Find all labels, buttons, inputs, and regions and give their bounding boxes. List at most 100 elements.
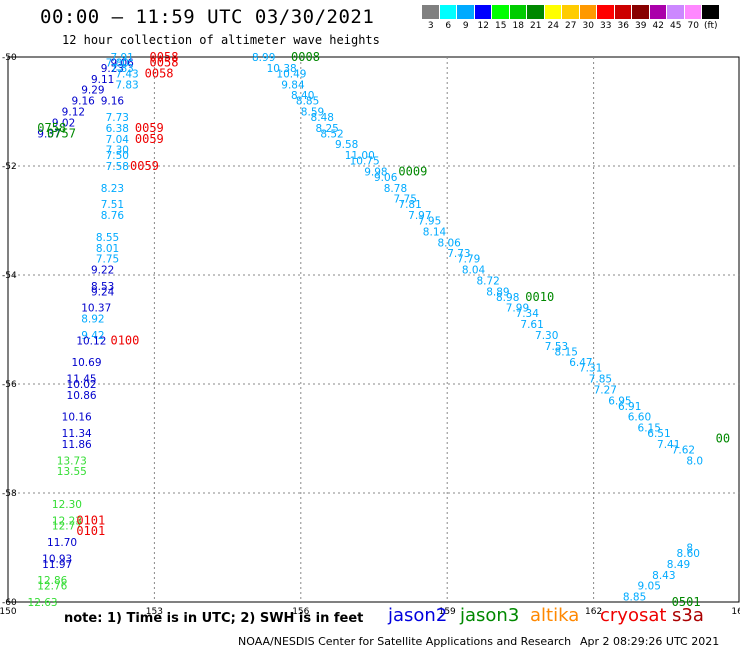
- wave-height-point: 9.37: [37, 128, 60, 140]
- y-tick-label: -52: [2, 162, 17, 172]
- wave-height-point: 10.69: [71, 357, 101, 369]
- wave-height-point: 11.45: [67, 374, 97, 386]
- wave-height-point: 7.97: [408, 210, 431, 222]
- footer-note: note: 1) Time is in UTC; 2) SWH is in fe…: [64, 611, 364, 626]
- wave-height-point: 7.99: [506, 303, 529, 315]
- legend-swatch: [422, 5, 440, 19]
- wave-height-point: 13.55: [57, 466, 87, 478]
- wave-height-point: 6.47: [569, 357, 592, 369]
- wave-height-point: 8.85: [623, 592, 646, 604]
- wave-height-point: 12.77: [52, 521, 82, 533]
- wave-height-point: 6.51: [647, 428, 670, 440]
- wave-height-point: 7.51: [101, 199, 124, 211]
- wave-height-point: 9.06: [110, 57, 134, 69]
- page-title: 00:00 – 11:59 UTC 03/30/2021: [40, 6, 375, 28]
- wave-height-point: 8.0: [686, 455, 703, 467]
- legend-swatch: [562, 5, 580, 19]
- wave-height-point: 9.06: [374, 172, 398, 184]
- wave-height-point: 7.27: [594, 384, 617, 396]
- wave-height-point: 7.75: [96, 254, 119, 266]
- plot-frame: [7, 56, 740, 603]
- wave-height-point: 10.12: [76, 335, 106, 347]
- wave-height-point: 8.14: [423, 226, 447, 238]
- footer-credit: NOAA/NESDIS Center for Satellite Applica…: [238, 635, 572, 648]
- y-tick-label: -50: [2, 53, 17, 63]
- time-marker: 0058: [145, 66, 174, 80]
- time-marker: 0059: [135, 132, 164, 146]
- wave-height-point: 10.02: [67, 379, 97, 391]
- wave-height-point: 9.22: [91, 265, 114, 277]
- wave-height-point: 8.76: [101, 210, 125, 222]
- wave-height-point: 7.53: [545, 341, 568, 353]
- legend-label: 30: [582, 21, 594, 31]
- time-marker: 00: [716, 432, 730, 446]
- wave-height-point: 9.84: [281, 79, 305, 91]
- wave-height-point: 10.37: [81, 303, 111, 315]
- legend-swatch: [544, 5, 562, 19]
- x-tick-label: 153: [146, 607, 163, 617]
- legend-label: 27: [565, 21, 577, 31]
- wave-height-point: 7.50: [106, 150, 129, 162]
- wave-height-point: 7.79: [457, 254, 480, 266]
- wave-height-point: 11.34: [62, 428, 92, 440]
- wave-height-point: 7.75: [394, 194, 417, 206]
- satellite-jason3: jason3: [460, 605, 520, 626]
- satellite-jason2: jason2: [388, 605, 448, 626]
- y-tick-label: -54: [2, 271, 17, 281]
- legend-label: 6: [445, 21, 452, 31]
- wave-height-point: 9.02: [52, 117, 75, 129]
- legend-label: 18: [512, 21, 524, 31]
- legend-label: 39: [635, 21, 647, 31]
- wave-height-point: 9.29: [81, 85, 104, 97]
- wave-height-point: 7.91: [110, 52, 133, 64]
- legend-label: 24: [547, 21, 559, 31]
- wave-height-point: 9.24: [91, 286, 115, 298]
- footer-date: Apr 2 08:29:26 UTC 2021: [580, 635, 720, 648]
- x-tick-label: 162: [585, 607, 602, 617]
- time-marker: 0009: [398, 164, 427, 178]
- x-tick-label: 156: [292, 607, 309, 617]
- y-tick-label: -56: [2, 380, 17, 390]
- legend-swatch: [474, 5, 492, 19]
- legend-label: 15: [495, 21, 507, 31]
- legend-swatch: [509, 5, 527, 19]
- wave-height-point: 9.98: [364, 166, 387, 178]
- satellite-altika: altika: [530, 605, 580, 626]
- wave-height-point: 8.04: [462, 265, 486, 277]
- legend-label: 21: [530, 21, 542, 31]
- wave-height-point: 7.73: [106, 112, 129, 124]
- wave-height-point: 8: [686, 543, 693, 555]
- wave-height-point: 7.81: [398, 199, 421, 211]
- wave-height-point: 7.58: [106, 161, 129, 173]
- wave-height-point: 9.12: [62, 107, 85, 119]
- wave-height-point: 7.30: [535, 330, 558, 342]
- wave-height-point: 7.85: [589, 374, 612, 386]
- wave-height-point: 8.99: [252, 52, 275, 64]
- legend-label: 42: [652, 21, 664, 31]
- wave-height-point: 6.91: [618, 401, 641, 413]
- wave-height-point: 8.49: [667, 559, 690, 571]
- time-marker: 0757: [47, 126, 76, 140]
- wave-height-point: 6.15: [638, 423, 661, 435]
- wave-height-point: 8.23: [101, 183, 124, 195]
- legend-label: 12: [477, 21, 489, 31]
- color-scale-legend: 3 6 9 12 15 18 21 24 27 30 33 36 39 42 45 70 (ft): [422, 5, 720, 31]
- wave-height-point: 8.59: [301, 107, 324, 119]
- legend-labels: 3 6 9 12 15 18 21 24 27 30 33 36 39 42 45 70 (ft): [422, 21, 720, 31]
- wave-height-point: 13.73: [57, 455, 87, 467]
- legend-label: 45: [670, 21, 682, 31]
- wave-height-point: 9.16: [101, 96, 125, 108]
- x-tick-label: 159: [439, 607, 456, 617]
- wave-height-point: 8.52: [320, 128, 343, 140]
- wave-height-point: 10.75: [350, 156, 380, 168]
- time-marker: 0501: [672, 595, 701, 609]
- time-marker: 0059: [130, 159, 159, 173]
- satellite-s3a: s3a: [672, 605, 704, 626]
- wave-height-point: 7.62: [672, 444, 695, 456]
- wave-height-point: 7.30: [106, 145, 129, 157]
- wave-height-point: 8.40: [291, 90, 314, 102]
- time-marker: 0758: [37, 121, 66, 135]
- page-subtitle: 12 hour collection of altimeter wave hei…: [62, 33, 380, 47]
- wave-height-point: 6.60: [628, 412, 651, 424]
- wave-height-point: 9.23: [101, 63, 124, 75]
